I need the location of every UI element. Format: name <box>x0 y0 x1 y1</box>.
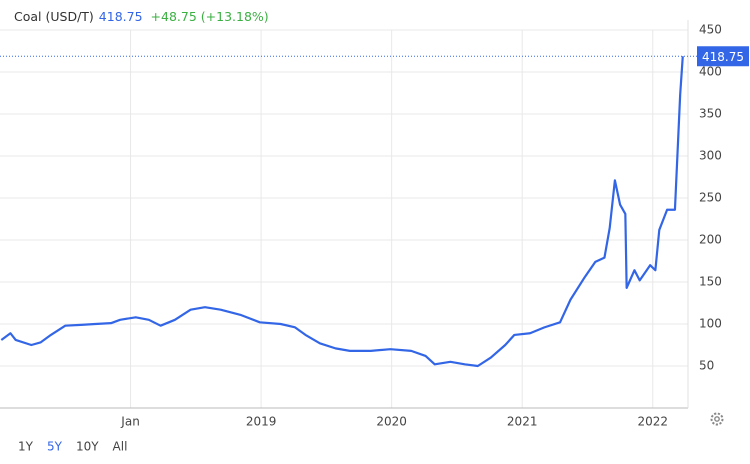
last-value-box <box>697 46 749 67</box>
gear-outer <box>710 412 724 426</box>
y-tick-label: 250 <box>699 191 722 205</box>
last-value-label: 418.75 <box>702 50 744 64</box>
instrument-name: Coal (USD/T) <box>14 9 94 24</box>
y-tick-label: 50 <box>699 359 714 373</box>
price-line <box>0 56 684 368</box>
y-tick-label: 300 <box>699 149 722 163</box>
gear-inner <box>714 416 720 422</box>
range-button[interactable]: 5Y <box>47 440 63 454</box>
x-tick-label: 2021 <box>507 415 538 429</box>
y-tick-label: 200 <box>699 233 722 247</box>
header: Coal (USD/T) 418.75 +48.75 (+13.18%) <box>14 9 269 24</box>
y-tick-label: 400 <box>699 65 722 79</box>
last-price: 418.75 <box>99 9 143 24</box>
price-change: +48.75 (+13.18%) <box>151 9 269 24</box>
y-tick-label: 350 <box>699 107 722 121</box>
x-tick-label: 2019 <box>246 415 277 429</box>
y-tick-label: 100 <box>699 317 722 331</box>
y-tick-label: 150 <box>699 275 722 289</box>
range-button[interactable]: 1Y <box>18 440 34 454</box>
settings-icon[interactable] <box>710 412 724 426</box>
range-button[interactable]: 10Y <box>76 440 99 454</box>
x-tick-label: Jan <box>120 415 140 429</box>
x-tick-label: 2020 <box>376 415 407 429</box>
range-button[interactable]: All <box>113 440 128 454</box>
x-tick-label: 2022 <box>637 415 668 429</box>
y-tick-label: 450 <box>699 23 722 37</box>
